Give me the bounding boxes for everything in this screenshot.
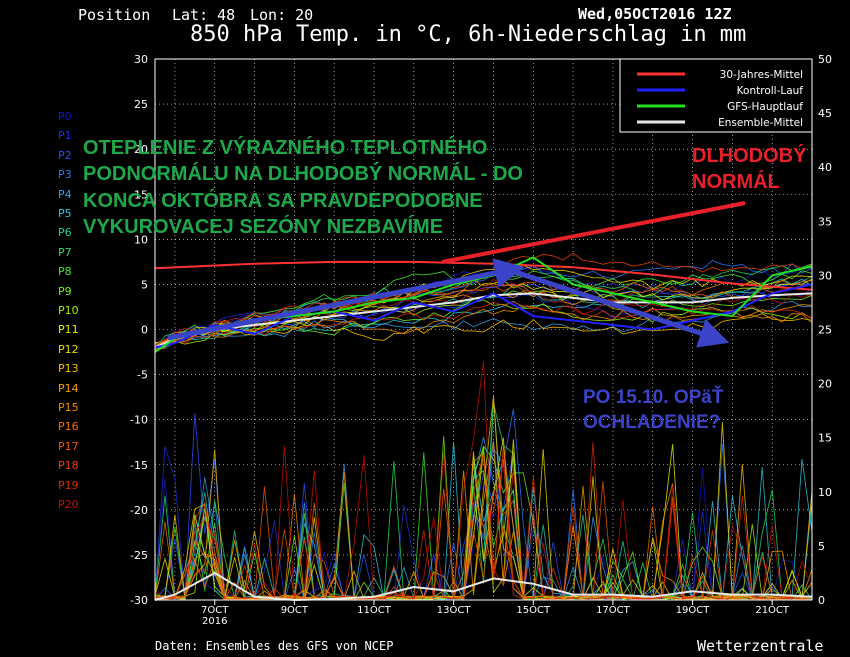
legend-label: Ensemble-Mittel — [718, 117, 803, 129]
y-left-tick-label: -15 — [130, 459, 148, 472]
member-label: P3 — [58, 168, 72, 182]
x-tick-label: 19OCT — [676, 605, 711, 616]
latitude-label: Lat: 48 — [172, 6, 236, 24]
y-right-tick-label: 5 — [818, 540, 825, 553]
normal-annotation: DLHODOBÝ NORMÁL — [692, 145, 807, 194]
member-label: P17 — [58, 439, 79, 453]
member-label: P16 — [58, 420, 79, 434]
warming-arrow — [167, 258, 525, 341]
annotation-arrows — [167, 201, 746, 348]
y-left-tick-label: -20 — [130, 504, 148, 517]
y-right-tick-label: 50 — [818, 53, 832, 66]
y-left-tick-label: -5 — [137, 369, 148, 382]
y-right-tick-label: 40 — [818, 161, 832, 174]
member-precip-line — [154, 395, 813, 601]
member-label: P7 — [58, 245, 72, 259]
x-tick-label: 15OCT — [516, 605, 551, 616]
x-tick-label: 13OCT — [437, 605, 472, 616]
member-label: P5 — [58, 207, 72, 220]
member-temp-line — [154, 278, 813, 345]
y-left-tick-label: -10 — [130, 414, 148, 427]
series-line — [154, 283, 813, 349]
y-left-tick-label: -30 — [130, 594, 148, 607]
x-tick-label: 17OCT — [596, 605, 631, 616]
legend-label: Kontroll-Lauf — [737, 85, 804, 97]
y-right-tick-label: 20 — [818, 378, 832, 391]
y-right-tick-label: 30 — [818, 269, 832, 282]
member-label: P4 — [58, 187, 72, 201]
y-right-tick-label: 25 — [818, 324, 832, 337]
plot-frame — [154, 58, 813, 601]
member-label: P2 — [58, 148, 72, 162]
member-label: P1 — [58, 129, 72, 143]
series-line — [154, 292, 813, 349]
member-label: P10 — [58, 304, 79, 317]
legend-label: 30-Jahres-Mittel — [720, 69, 803, 81]
y-right-tick-label: 45 — [818, 107, 832, 120]
member-label: P18 — [58, 459, 79, 473]
normal-pointer-line — [441, 201, 746, 264]
run-date-label: Wed,05OCT2016 12Z — [578, 5, 732, 23]
x-year-label: 2016 — [202, 616, 227, 627]
member-label: P0 — [58, 110, 72, 123]
data-source-label: Daten: Ensembles des GFS von NCEP — [155, 639, 394, 653]
member-label: P6 — [58, 226, 72, 240]
member-precip-line — [154, 361, 813, 601]
legend-box — [619, 58, 813, 133]
y-left-tick-label: 5 — [141, 278, 148, 291]
y-right-tick-label: 35 — [818, 215, 832, 228]
brand-label: Wetterzentrale — [697, 637, 824, 655]
cooling-annotation: PO 15.10. OPäŤ OCHLADENIE? — [583, 387, 724, 434]
x-tick-label: 9OCT — [281, 605, 309, 616]
y-left-tick-label: 10 — [134, 233, 148, 246]
y-left-tick-label: 30 — [134, 53, 148, 66]
member-label: P8 — [58, 265, 72, 279]
member-temp-line — [154, 279, 813, 351]
chart-axes: 302520151050-5-10-15-20-25-3050454035302… — [130, 53, 832, 627]
cooling-arrow — [514, 269, 730, 348]
y-right-tick-label: 15 — [818, 432, 832, 445]
member-temp-line — [154, 301, 813, 350]
member-label: P20 — [58, 498, 79, 511]
member-label: P9 — [58, 284, 72, 298]
member-label: P12 — [58, 342, 79, 356]
y-left-tick-label: -25 — [130, 549, 148, 562]
member-label: P13 — [58, 362, 79, 376]
x-tick-label: 7OCT — [201, 605, 229, 616]
y-right-tick-label: 0 — [818, 594, 825, 607]
y-left-tick-label: 20 — [134, 143, 148, 156]
x-tick-label: 21OCT — [755, 605, 790, 616]
member-precip-line — [154, 481, 813, 601]
y-left-tick-label: 15 — [134, 188, 148, 201]
member-precip-line — [154, 439, 813, 601]
member-label: P11 — [58, 323, 79, 337]
longitude-label: Lon: 20 — [250, 6, 314, 24]
y-left-tick-label: 0 — [141, 324, 148, 337]
y-right-tick-label: 10 — [818, 486, 832, 499]
position-label: Position — [78, 6, 151, 24]
chart-legend: 30-Jahres-Mittel Kontroll-Lauf GFS-Hauptla… — [619, 58, 813, 133]
member-label: P19 — [58, 478, 79, 492]
chart-title: 850 hPa Temp. in °C, 6h-Niederschlag in … — [190, 22, 747, 47]
member-label: P14 — [58, 381, 79, 395]
series-line — [154, 571, 813, 602]
member-label: P15 — [58, 401, 79, 414]
main-annotation: OTEPLENIE Z VÝRAZNÉHO TEPLOTNÉHO PODNORM… — [83, 137, 523, 239]
y-left-tick-label: 25 — [134, 98, 148, 111]
legend-label: GFS-Hauptlauf — [727, 101, 803, 113]
x-tick-label: 11OCT — [357, 605, 392, 616]
